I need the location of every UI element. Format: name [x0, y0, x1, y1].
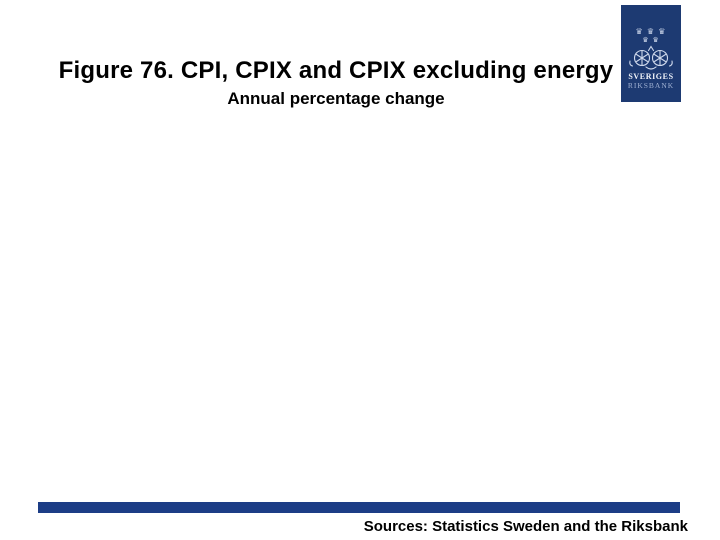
logo-text-sveriges: SVERIGES — [628, 72, 674, 81]
slide-title: Figure 76. CPI, CPIX and CPIX excluding … — [58, 57, 614, 84]
logo-text-riksbank: RIKSBANK — [627, 81, 675, 90]
source-note: Sources: Statistics Sweden and the Riksb… — [363, 518, 688, 535]
two-crowns-icon: ♛ ♛ — [642, 37, 660, 44]
riksbank-emblem-icon — [629, 45, 673, 70]
riksbank-logo: ♛ ♛ ♛ ♛ ♛ SVERIGES RIKSBANK — [621, 5, 681, 102]
slide-subtitle: Annual percentage change — [227, 89, 445, 108]
three-crowns-icon: ♛ ♛ ♛ — [635, 27, 667, 36]
footer-divider-bar — [38, 502, 680, 513]
